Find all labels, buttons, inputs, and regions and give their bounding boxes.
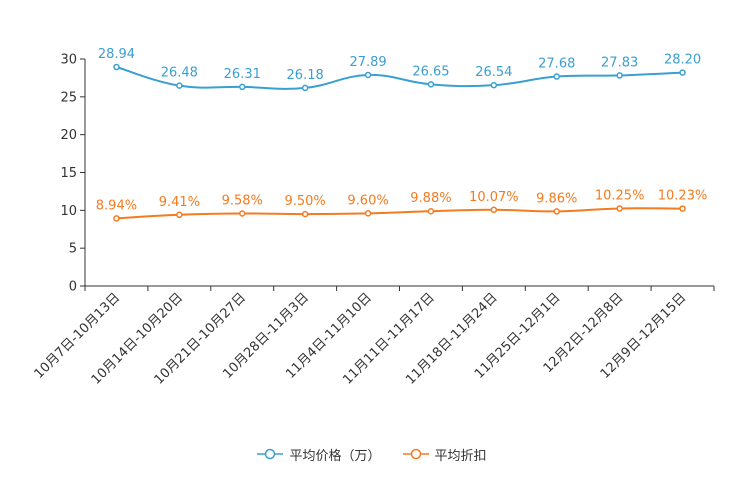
legend-marker-discount-icon <box>402 448 429 460</box>
data-label: 10.25% <box>595 188 645 203</box>
data-point <box>301 210 309 218</box>
y-tick-label: 5 <box>69 242 77 257</box>
data-point <box>239 210 246 217</box>
data-label: 9.41% <box>159 195 200 210</box>
data-point <box>364 71 372 79</box>
data-point <box>113 215 120 222</box>
data-label: 9.58% <box>222 194 263 209</box>
data-point <box>427 81 435 88</box>
data-label: 28.20 <box>664 53 701 68</box>
data-point <box>679 69 686 76</box>
line-chart: 05101520253010月7日-10月13日10月14日-10月20日10月… <box>32 47 715 388</box>
series-line-0 <box>116 66 683 90</box>
data-label: 9.60% <box>347 193 388 208</box>
y-tick-label: 0 <box>69 280 77 295</box>
y-tick-label: 10 <box>60 204 77 219</box>
data-label: 10.23% <box>658 189 708 204</box>
data-label: 26.31 <box>224 67 261 82</box>
data-label: 9.88% <box>410 191 451 206</box>
legend-item-discount[interactable]: 平均折扣 <box>402 445 487 464</box>
data-label: 26.54 <box>475 65 512 80</box>
data-label: 28.94 <box>98 47 135 62</box>
data-label: 26.65 <box>412 64 449 79</box>
data-point <box>239 83 246 91</box>
y-tick-label: 20 <box>60 128 77 143</box>
data-label: 9.50% <box>284 194 325 209</box>
data-label: 27.68 <box>538 57 575 72</box>
data-point <box>364 210 372 217</box>
data-label: 8.94% <box>96 198 137 213</box>
data-label: 27.83 <box>601 55 638 70</box>
data-point <box>616 72 623 79</box>
y-tick-label: 30 <box>60 53 77 68</box>
data-point <box>490 81 498 89</box>
legend-item-price[interactable]: 平均价格（万） <box>257 445 381 464</box>
data-point <box>490 206 498 214</box>
data-point <box>176 211 183 219</box>
data-point <box>176 82 183 89</box>
y-tick-label: 15 <box>60 166 77 181</box>
data-label: 26.18 <box>287 68 324 83</box>
data-label: 9.86% <box>536 191 577 206</box>
legend-label-price: 平均价格（万） <box>289 448 381 464</box>
legend: 平均价格（万） 平均折扣 <box>0 444 744 464</box>
series-line-1 <box>116 207 683 220</box>
legend-marker-price-icon <box>257 448 284 460</box>
data-point <box>301 84 309 92</box>
data-point <box>679 205 686 212</box>
legend-label-discount: 平均折扣 <box>434 448 487 464</box>
data-point <box>616 205 623 212</box>
data-point <box>553 208 560 215</box>
data-point <box>553 73 560 80</box>
y-tick-label: 25 <box>60 90 77 105</box>
data-label: 10.07% <box>469 190 519 205</box>
data-point <box>113 63 120 71</box>
data-label: 26.48 <box>161 66 198 81</box>
data-label: 27.89 <box>349 55 386 70</box>
data-point <box>427 207 435 215</box>
